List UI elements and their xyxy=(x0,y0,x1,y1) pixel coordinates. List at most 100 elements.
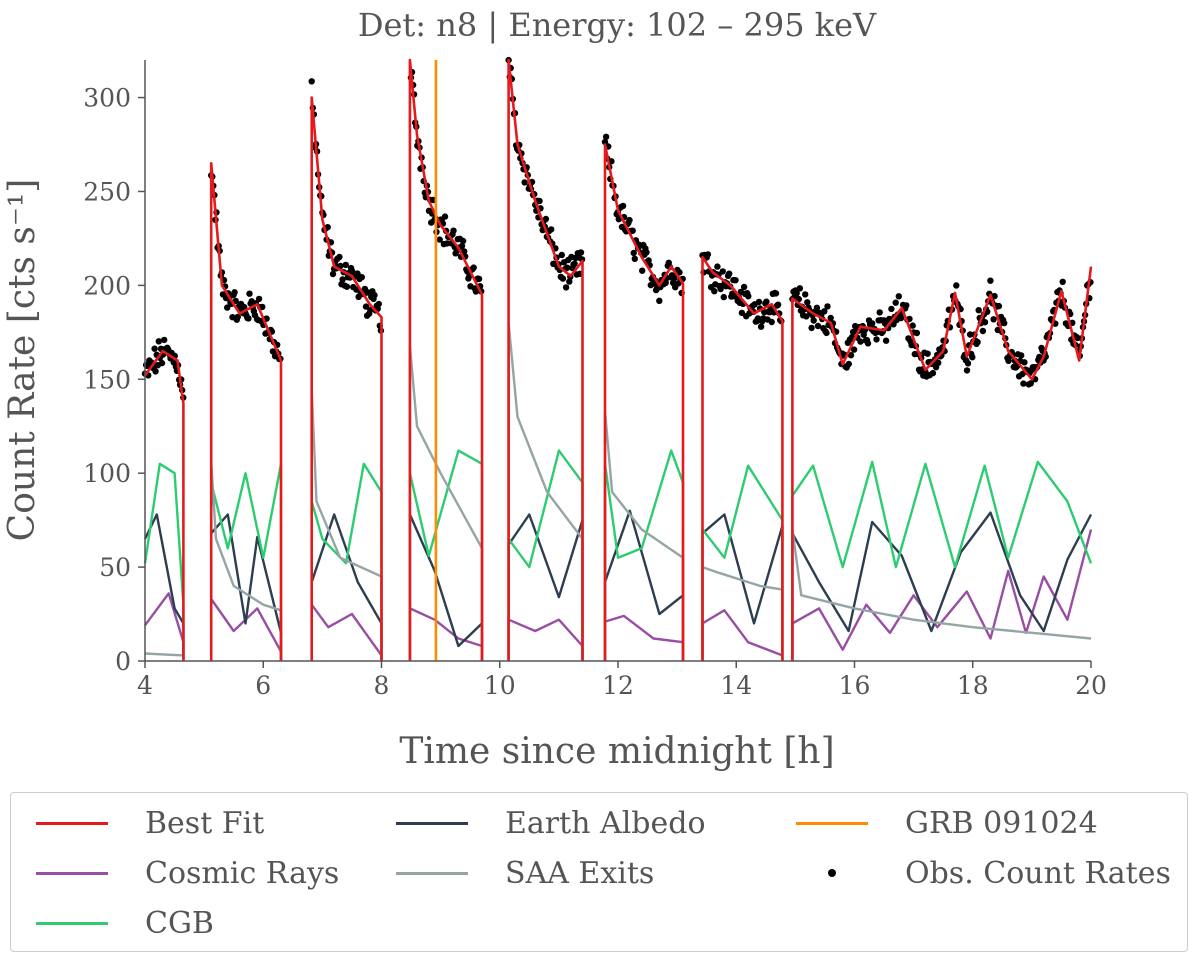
y-tick-label: 150 xyxy=(83,365,131,394)
obs-count-rate-point xyxy=(436,236,443,243)
legend-item-cosmic-rays: Cosmic Rays xyxy=(33,855,339,891)
y-tick-label: 50 xyxy=(99,553,131,582)
obs-count-rate-point xyxy=(602,133,610,140)
x-tick-label: 18 xyxy=(957,671,989,700)
obs-count-rate-point xyxy=(909,322,916,329)
obs-count-rate-point xyxy=(802,291,809,298)
obs-count-rate-point xyxy=(987,277,994,284)
obs-count-rate-point xyxy=(821,308,828,315)
axes: 4 6 8 10 12 14 16 18 20 0 50 100 150 200 250 300 xyxy=(83,60,1107,700)
obs-count-rate-point xyxy=(336,253,343,261)
legend-item-best-fit: Best Fit xyxy=(33,805,264,841)
obs-count-rate-point xyxy=(354,270,361,277)
obs-count-rate-point xyxy=(619,202,627,210)
obs-count-rate-point xyxy=(869,320,876,327)
obs-count-rate-point xyxy=(577,249,585,256)
y-ticks: 0 50 100 150 200 250 300 xyxy=(83,84,145,676)
obs-count-rate-point xyxy=(564,264,571,271)
obs-count-rate-point xyxy=(461,248,468,255)
legend-dot-marker xyxy=(828,869,836,877)
obs-count-rate-point xyxy=(929,369,937,377)
legend-swatch xyxy=(33,855,111,891)
obs-count-rate-point xyxy=(772,290,780,297)
legend-label: Earth Albedo xyxy=(505,805,706,841)
legend-label: Best Fit xyxy=(145,805,265,841)
obs-count-rate-point xyxy=(981,319,989,326)
obs-count-rate-point xyxy=(472,288,480,295)
obs-count-rate-point xyxy=(763,298,770,305)
obs-count-rate-point xyxy=(158,359,166,367)
obs-count-rate-point xyxy=(803,313,810,320)
obs-count-rate-point xyxy=(745,293,752,300)
obs-count-rate-point xyxy=(475,275,483,283)
obs-count-rate-point xyxy=(450,227,457,234)
obs-count-rate-point xyxy=(558,251,565,259)
legend-swatch xyxy=(793,805,871,841)
obs-count-rate-point xyxy=(768,318,775,326)
obs-count-rate-point xyxy=(371,292,378,299)
obs-count-rate-point xyxy=(536,197,543,205)
obs-count-rate-point xyxy=(975,307,982,314)
saa-exits-line xyxy=(144,321,1092,661)
obs-count-rate-point xyxy=(814,322,822,330)
obs-count-rate-point xyxy=(913,329,921,337)
y-tick-label: 0 xyxy=(115,647,131,676)
obs-count-rate-point xyxy=(231,289,238,296)
x-tick-label: 20 xyxy=(1075,671,1107,700)
obs-count-rate-point xyxy=(629,227,636,234)
y-axis-label: Count Rate [cts s⁻¹] xyxy=(2,179,43,542)
obs-count-rate-point xyxy=(808,324,815,332)
cgb-line xyxy=(143,449,1093,661)
obs-count-rate-point xyxy=(892,299,899,306)
series-lines xyxy=(143,58,1093,661)
obs-count-rate-point xyxy=(704,251,712,258)
earth-albedo-line xyxy=(143,509,1093,661)
obs-count-rate-point xyxy=(358,274,365,281)
obs-count-rate-point xyxy=(337,262,344,270)
obs-count-rate-point xyxy=(888,305,895,313)
legend-swatch xyxy=(393,855,471,891)
obs-count-rate-point xyxy=(308,78,315,85)
obs-count-rate-point xyxy=(241,303,248,311)
obs-count-rate-point xyxy=(630,249,637,257)
obs-count-rate-point xyxy=(1001,319,1008,327)
obs-count-rate-point xyxy=(897,314,905,322)
obs-count-rate-point xyxy=(224,304,231,311)
obs-count-rate-point xyxy=(626,216,633,224)
obs-count-rate-point xyxy=(990,316,997,323)
x-tick-label: 14 xyxy=(720,671,752,700)
obs-count-rate-point xyxy=(601,138,609,146)
legend-item-obs-count-rates: Obs. Count Rates xyxy=(793,855,1171,891)
y-tick-label: 100 xyxy=(83,459,131,488)
legend-swatch xyxy=(33,805,111,841)
obs-count-rate-point xyxy=(711,288,718,295)
obs-count-rate-point xyxy=(714,263,721,270)
obs-count-rates-points xyxy=(141,56,1094,401)
legend-label: Obs. Count Rates xyxy=(905,855,1171,891)
obs-count-rate-point xyxy=(995,302,1003,310)
obs-count-rate-point xyxy=(521,179,528,186)
legend-line-marker xyxy=(36,921,108,925)
obs-count-rate-point xyxy=(857,338,864,345)
legend-label: CGB xyxy=(145,905,214,941)
obs-count-rate-point xyxy=(441,213,449,220)
y-tick-label: 300 xyxy=(83,84,131,113)
obs-count-rate-point xyxy=(732,277,739,284)
obs-count-rate-point xyxy=(542,215,550,223)
obs-count-rate-point xyxy=(559,275,567,282)
obs-count-rate-point xyxy=(324,224,331,231)
obs-count-rate-point xyxy=(796,285,804,292)
obs-count-rate-point xyxy=(903,302,910,309)
obs-count-rate-point xyxy=(755,298,763,306)
obs-count-rate-point xyxy=(720,293,727,301)
obs-count-rate-point xyxy=(726,270,733,277)
obs-count-rate-point xyxy=(963,367,971,374)
obs-count-rate-point xyxy=(979,327,987,335)
obs-count-rate-point xyxy=(845,360,852,368)
obs-count-rate-point xyxy=(343,283,351,290)
obs-count-rate-point xyxy=(342,261,349,269)
count-rate-chart: Det: n8 | Energy: 102 – 295 keV 4 6 8 10 12 1… xyxy=(2,6,1107,772)
obs-count-rate-point xyxy=(1021,359,1028,366)
legend-label: Cosmic Rays xyxy=(145,855,340,891)
obs-count-rate-point xyxy=(246,290,253,297)
